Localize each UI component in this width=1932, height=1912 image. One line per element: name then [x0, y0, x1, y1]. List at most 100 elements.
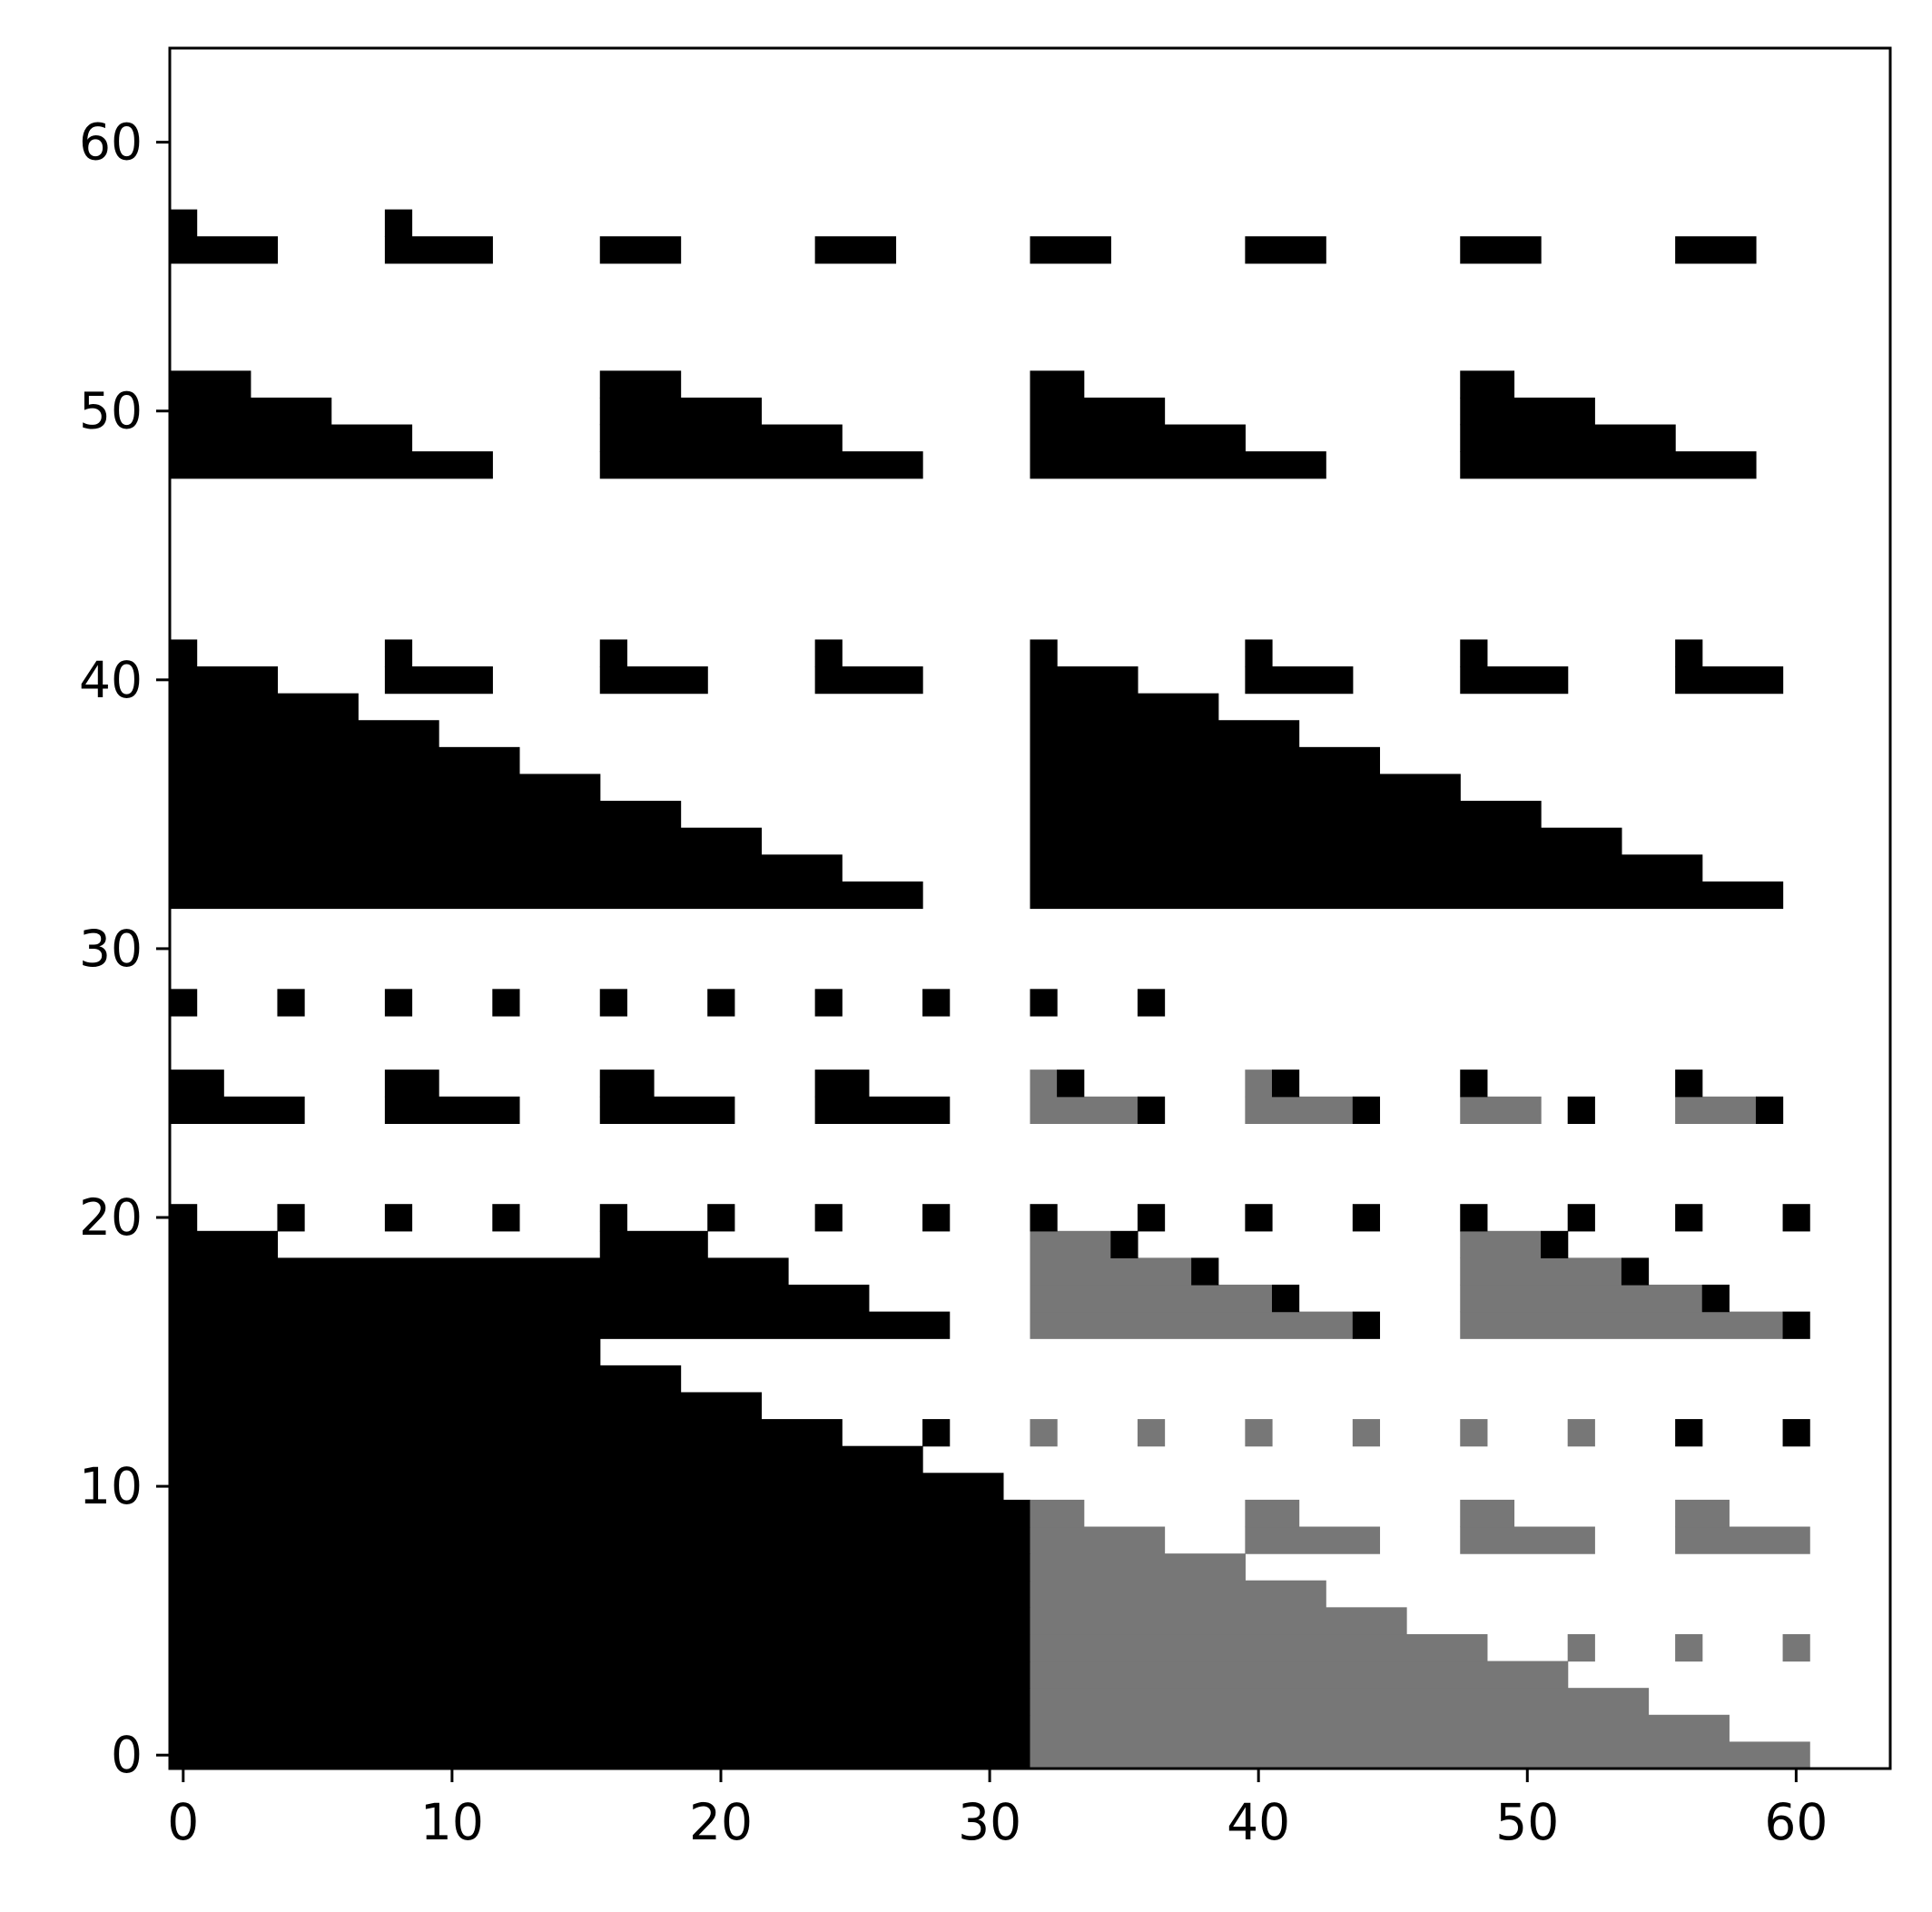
heatmap-cell-run	[384, 989, 413, 1017]
heatmap-cell-run	[1030, 397, 1166, 426]
heatmap-cell-run	[1030, 236, 1111, 264]
heatmap-cell-run	[170, 1661, 1031, 1689]
heatmap-cell-run	[1782, 1311, 1810, 1339]
heatmap-cell-run	[1030, 451, 1326, 479]
heatmap-cell-run	[1137, 1419, 1166, 1447]
heatmap-cell-run	[170, 854, 843, 882]
heatmap-cell-run	[599, 639, 627, 667]
heatmap-cell-run	[170, 1526, 1031, 1554]
heatmap-cell-run	[170, 1445, 923, 1473]
heatmap-cell-run	[1675, 1204, 1703, 1232]
heatmap-cell-run	[1460, 1419, 1488, 1447]
heatmap-cell-run	[170, 1365, 682, 1394]
heatmap-cell-run	[599, 451, 923, 479]
heatmap-cell-run	[922, 1204, 951, 1232]
heatmap-cell-run	[1137, 1204, 1166, 1232]
heatmap-cell-run	[1675, 1499, 1730, 1528]
heatmap-cell-run	[384, 1069, 439, 1098]
heatmap-cell-run	[1030, 370, 1085, 399]
heatmap-cell-run	[170, 746, 520, 775]
heatmap-cell-run	[1057, 1069, 1085, 1098]
heatmap-cell-run	[599, 370, 682, 399]
heatmap-cell-run	[170, 881, 923, 910]
heatmap-cell-run	[170, 774, 601, 802]
heatmap-cell-run	[1352, 1204, 1381, 1232]
heatmap-cell-run	[1030, 1499, 1085, 1528]
heatmap-cell-run	[170, 1392, 763, 1420]
heatmap-cell-run	[1245, 639, 1273, 667]
heatmap-cell-run	[1701, 1285, 1730, 1313]
heatmap-cell-run	[1030, 1580, 1326, 1608]
heatmap-cell-run	[170, 1230, 279, 1259]
heatmap-cell-run	[599, 424, 843, 452]
heatmap-cell-run	[814, 666, 923, 695]
heatmap-cell-run	[170, 720, 439, 748]
heatmap-cell-run	[1245, 1096, 1354, 1124]
heatmap-cell-run	[1030, 1714, 1730, 1742]
heatmap-cell-run	[170, 451, 493, 479]
heatmap-cell-run	[384, 639, 413, 667]
heatmap-cell-run	[1030, 827, 1622, 855]
heatmap-cell-run	[170, 236, 279, 264]
heatmap-cell-run	[170, 693, 359, 721]
heatmap-cell-run	[1782, 1633, 1810, 1662]
heatmap-cell-run	[384, 1096, 520, 1124]
heatmap-cell-run	[1030, 854, 1703, 882]
heatmap-cell-run	[170, 1338, 601, 1366]
heatmap-cell-run	[170, 989, 198, 1017]
heatmap-cell-run	[599, 1069, 655, 1098]
heatmap-cell-run	[1245, 1526, 1381, 1554]
heatmap-cell-run	[170, 1714, 1031, 1742]
heatmap-cell-run	[1030, 1069, 1058, 1098]
heatmap-cell-run	[1030, 1661, 1569, 1689]
heatmap-cell-run	[1675, 236, 1757, 264]
heatmap-cell-run	[1245, 1069, 1273, 1098]
heatmap-cell-run	[1030, 1285, 1273, 1313]
heatmap-cell-run	[1030, 1257, 1192, 1286]
heatmap-cell-run	[1245, 1499, 1300, 1528]
heatmap-cell-run	[1675, 1526, 1810, 1554]
heatmap-cell-run	[1460, 1230, 1542, 1259]
heatmap-cell-run	[1030, 1230, 1111, 1259]
heatmap-cell-run	[1460, 1285, 1703, 1313]
heatmap-cell-run	[1110, 1230, 1138, 1259]
x-tick-label: 50	[1495, 1793, 1559, 1851]
heatmap-cell-run	[170, 666, 279, 695]
heatmap-cell-run	[170, 1311, 951, 1339]
heatmap-cell-run	[170, 1257, 789, 1286]
heatmap-cell-run	[814, 639, 843, 667]
heatmap-cell-run	[1030, 1633, 1488, 1662]
x-tick-label: 60	[1764, 1793, 1828, 1851]
heatmap-cell-run	[170, 209, 198, 237]
heatmap-cell-run	[277, 989, 305, 1017]
heatmap-cell-run	[1460, 1204, 1488, 1232]
heatmap-cell-run	[170, 1688, 1031, 1716]
heatmap-cell-run	[1567, 1204, 1595, 1232]
heatmap-cell-run	[1030, 720, 1300, 748]
heatmap-cell-run	[1541, 1230, 1569, 1259]
heatmap-cell-run	[1030, 1607, 1407, 1635]
heatmap-cell-run	[1271, 1069, 1300, 1098]
heatmap-cell-run	[1030, 881, 1784, 910]
heatmap-cell-run	[707, 1204, 735, 1232]
heatmap-cell-run	[1137, 989, 1166, 1017]
heatmap-cell-run	[1245, 1204, 1273, 1232]
heatmap-cell-run	[1030, 1096, 1138, 1124]
heatmap-cell-run	[170, 801, 682, 829]
heatmap-cell-run	[1460, 397, 1595, 426]
heatmap-cells	[170, 209, 1810, 1769]
y-tick-label: 0	[111, 1726, 143, 1784]
heatmap-cell-run	[1675, 639, 1703, 667]
heatmap-cell-run	[1030, 989, 1058, 1017]
heatmap-cell-run	[814, 1096, 951, 1124]
heatmap-cell-run	[814, 1204, 843, 1232]
heatmap-cell-run	[170, 1633, 1031, 1662]
heatmap-cell-run	[1755, 1096, 1784, 1124]
heatmap-cell-run	[1271, 1285, 1300, 1313]
heatmap-cell-run	[1567, 1419, 1595, 1447]
heatmap-cell-run	[170, 1419, 843, 1447]
heatmap-cell-run	[170, 1741, 1031, 1769]
x-tick-label: 0	[167, 1793, 199, 1851]
heatmap-cell-run	[707, 989, 735, 1017]
